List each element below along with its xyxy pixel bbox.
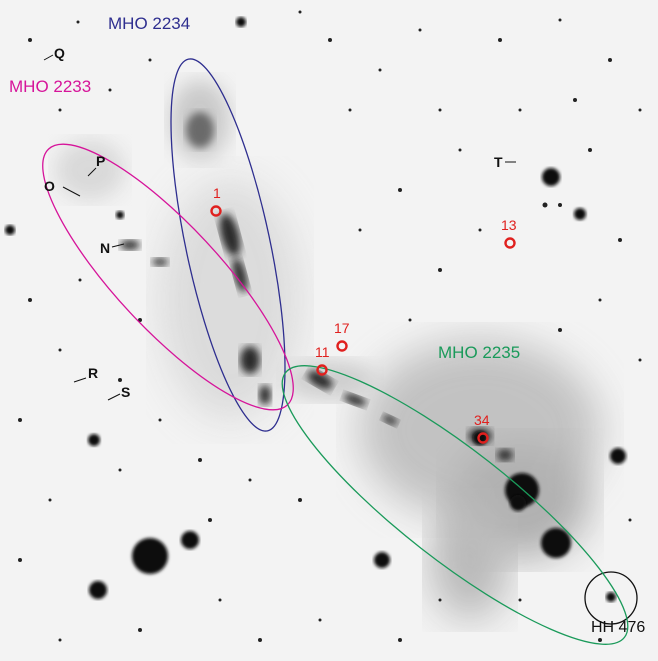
faint-stars [18, 10, 642, 642]
hh-476-circle [584, 571, 638, 625]
star-t-label: T [494, 154, 503, 170]
mho-2233-label: MHO 2233 [9, 77, 91, 96]
hh-476-label: HH 476 [591, 619, 645, 636]
bright-stars [5, 17, 626, 602]
knot-11-label: 11 [315, 344, 330, 360]
label-pointers [43, 54, 516, 401]
mho-2235-ellipse [281, 365, 629, 645]
star-n-label: N [100, 240, 110, 256]
mho-2234-label: MHO 2234 [108, 14, 190, 33]
knot-11-marker [316, 364, 328, 376]
knot-34-label: 34 [474, 412, 490, 428]
star-s-label: S [121, 384, 130, 400]
star-o-label: O [44, 178, 55, 194]
mho-2235-label: MHO 2235 [438, 343, 520, 362]
knot-13-marker [504, 237, 516, 249]
knot-markers [210, 205, 516, 444]
knot-17-label: 17 [334, 320, 350, 336]
mho-2234-ellipse [170, 58, 286, 432]
knot-1-marker [210, 205, 222, 217]
knot-13-label: 13 [501, 217, 517, 233]
knot-1-label: 1 [213, 185, 221, 201]
knot-34-marker [477, 432, 489, 444]
star-r-label: R [88, 365, 98, 381]
knot-17-marker [336, 340, 348, 352]
star-p-label: P [96, 153, 105, 169]
star-q-label: Q [54, 45, 65, 61]
